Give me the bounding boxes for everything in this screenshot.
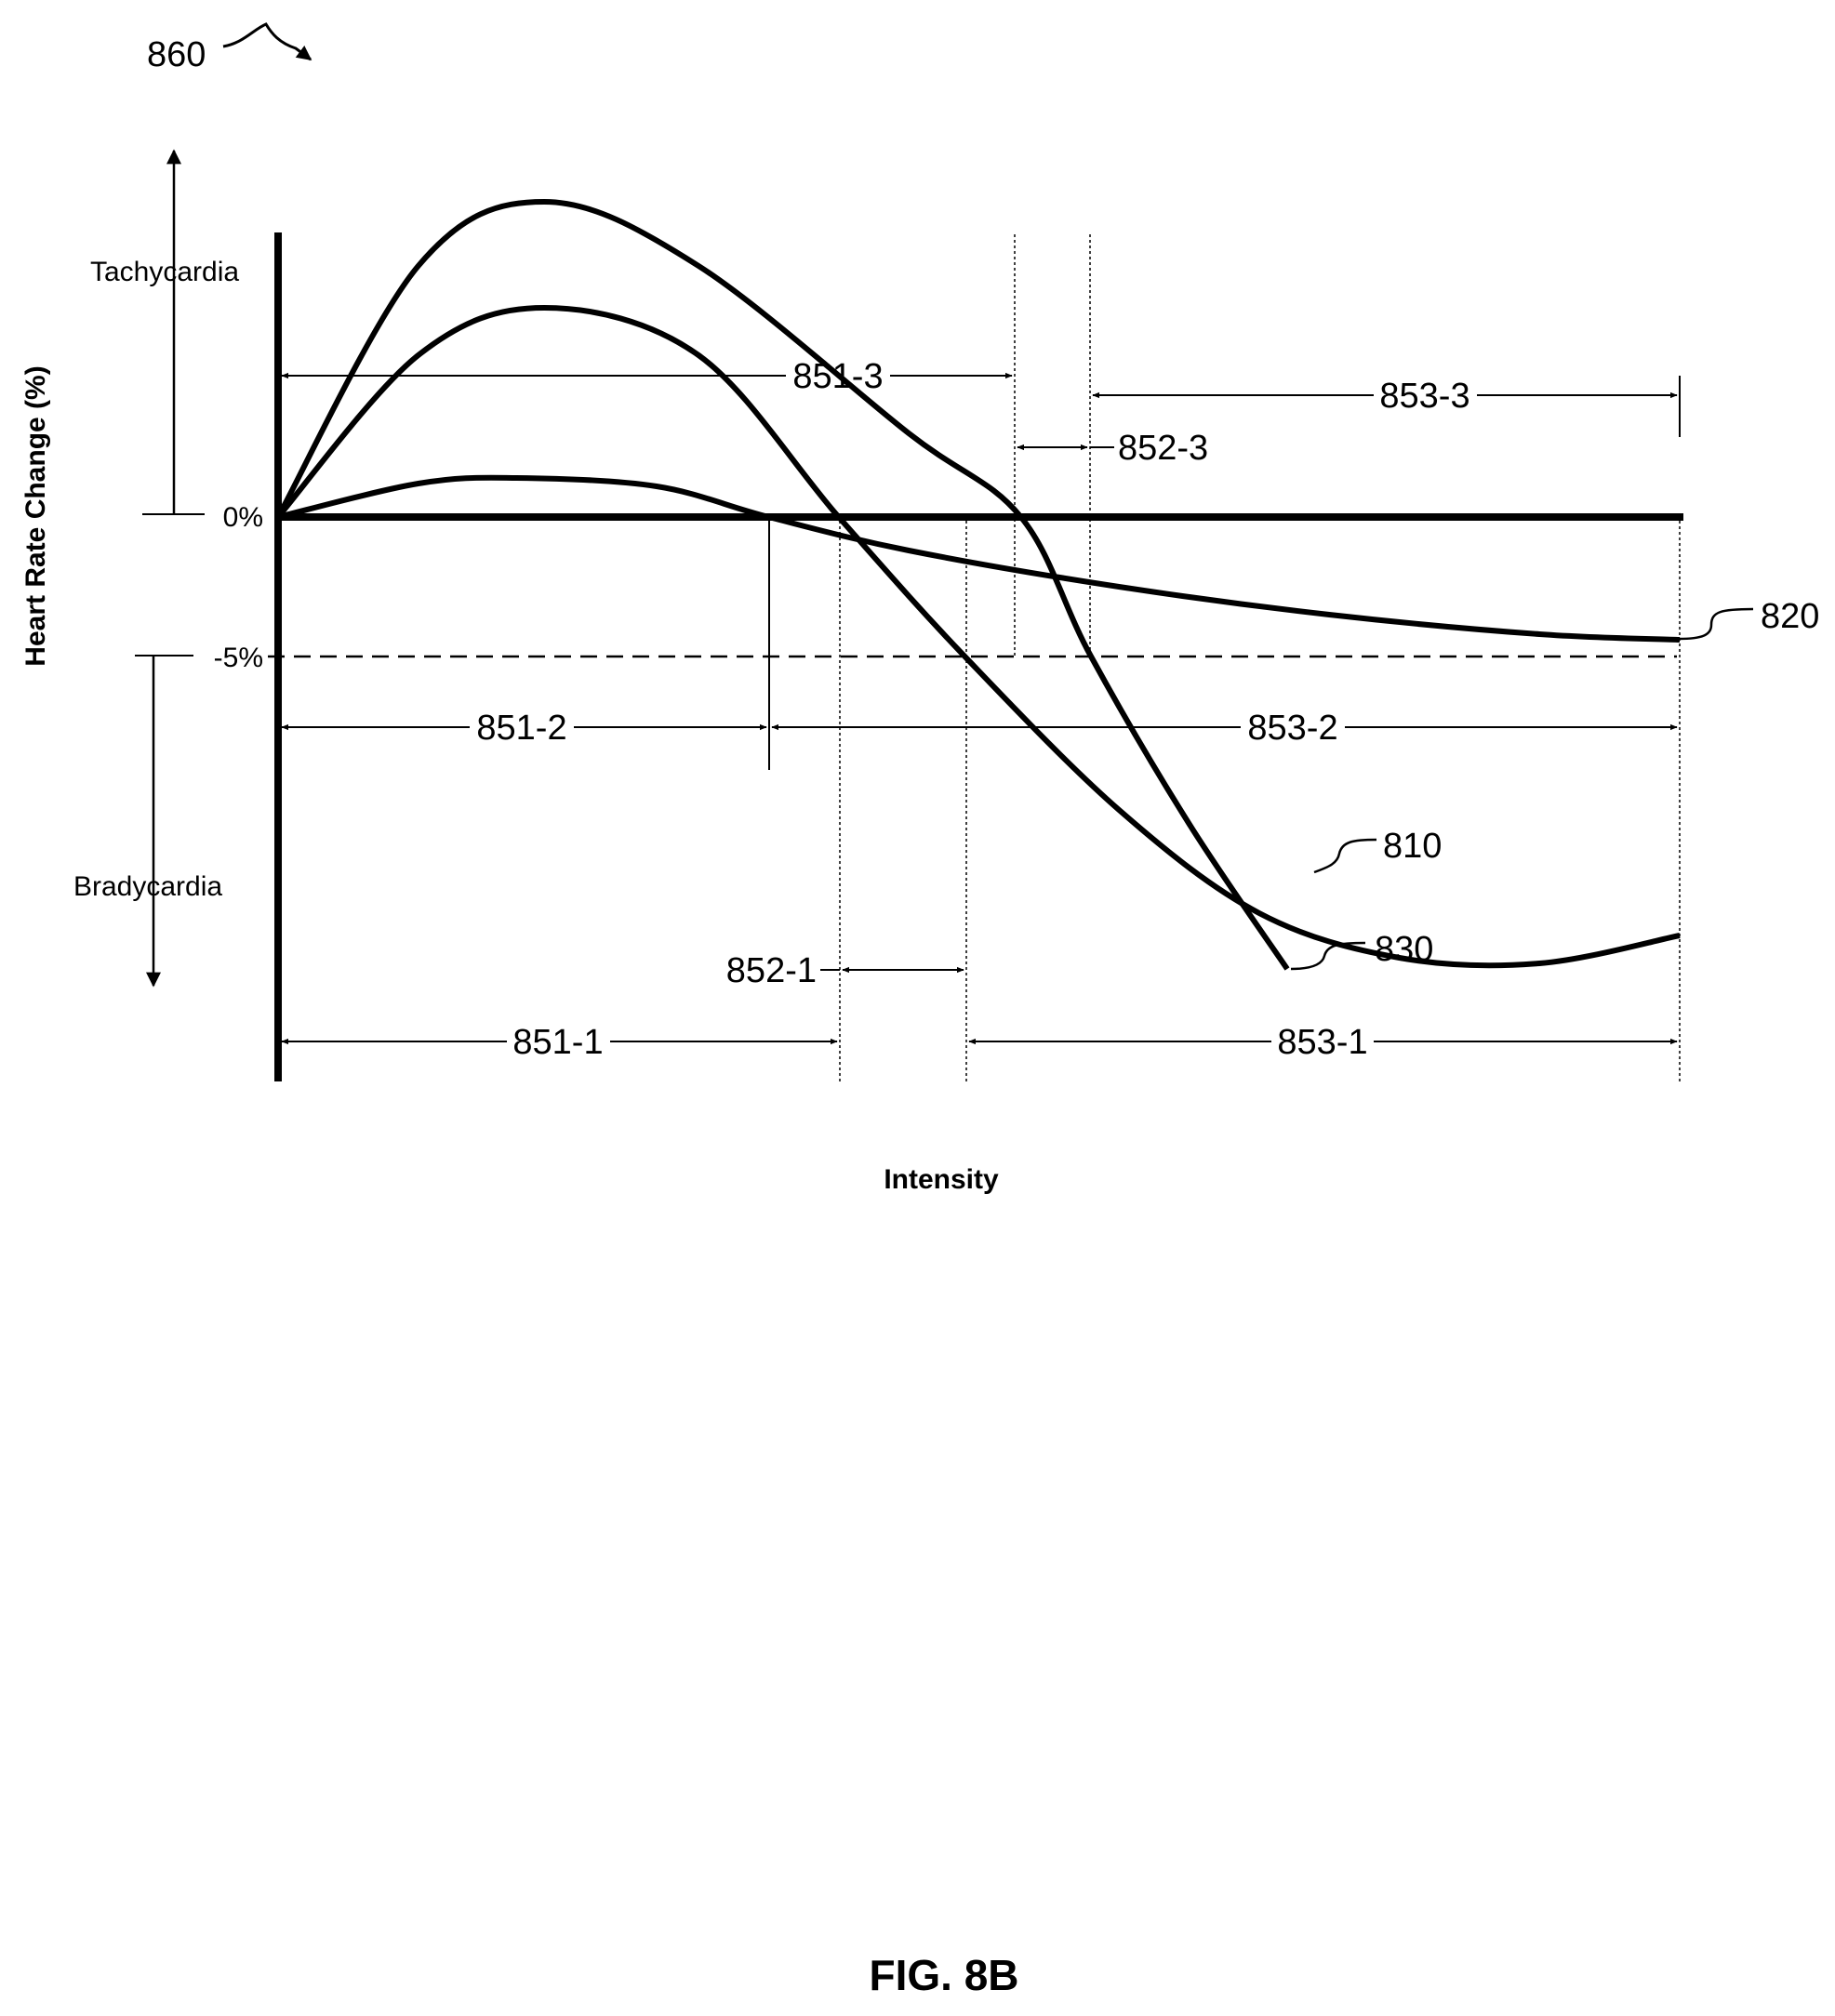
interval-label-853-1: 853-1 xyxy=(1277,1023,1367,1062)
callout-leader-810 xyxy=(1313,838,1377,874)
curve-820 xyxy=(277,474,1681,643)
intervals xyxy=(281,372,1678,1045)
y-axis-title: Heart Rate Change (%) xyxy=(20,365,51,666)
interval-label-851-2: 851-2 xyxy=(476,709,566,748)
callout-leader-830 xyxy=(1290,941,1366,971)
figure-caption: FIG. 8B xyxy=(869,1951,1018,1999)
y-tick-minus5: -5% xyxy=(214,643,263,673)
interval-label-851-3: 851-3 xyxy=(792,357,883,396)
callout-leader-820 xyxy=(1678,607,1754,641)
y-tick-zero: 0% xyxy=(223,502,263,533)
interval-label-852-3: 852-3 xyxy=(1118,429,1208,468)
interval-label-851-1: 851-1 xyxy=(512,1023,603,1062)
interval-label-852-1: 852-1 xyxy=(726,951,817,990)
bradycardia-label: Bradycardia xyxy=(73,871,222,902)
curve-label-820: 820 xyxy=(1761,597,1819,636)
curve-830 xyxy=(275,198,1290,971)
figure-ref-arrow xyxy=(222,22,312,61)
guide-lines xyxy=(768,234,1681,1081)
curve-label-810: 810 xyxy=(1383,827,1442,866)
figure-ref: 860 xyxy=(147,35,206,74)
x-axis-title: Intensity xyxy=(884,1164,999,1195)
interval-label-853-3: 853-3 xyxy=(1379,377,1469,416)
curve-810 xyxy=(275,304,1681,969)
interval-label-853-2: 853-2 xyxy=(1247,709,1337,748)
tachycardia-label: Tachycardia xyxy=(90,257,239,287)
curve-label-830: 830 xyxy=(1375,930,1433,969)
